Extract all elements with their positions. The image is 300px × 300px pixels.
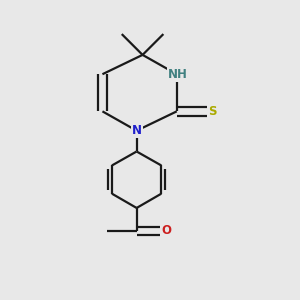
Text: S: S — [208, 105, 217, 118]
Text: NH: NH — [168, 68, 188, 81]
Text: N: N — [132, 124, 142, 137]
Text: O: O — [161, 224, 171, 237]
